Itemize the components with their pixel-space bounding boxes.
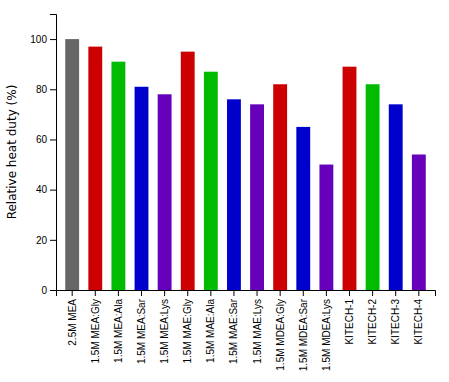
bar [135, 87, 149, 290]
tick-label: 1.5M MDEA:Sar [298, 298, 309, 371]
tick-label: 1.5M MEA:Gly [90, 299, 101, 363]
tick-label: 20 [36, 235, 48, 246]
bar [65, 39, 79, 290]
tick-mark [50, 240, 56, 241]
tick-label: 1.5M MAE:Ala [205, 299, 216, 363]
bar [158, 94, 172, 290]
bar [389, 104, 403, 290]
tick-label: 1.5M MEA:Ala [113, 299, 124, 363]
tick: KITECH-3 [390, 290, 401, 345]
tick: 40 [36, 184, 56, 195]
tick-mark [50, 139, 56, 140]
tick: 80 [36, 84, 56, 95]
tick-label: KITECH-4 [413, 299, 424, 345]
tick: 1.5M MAE:Lys [252, 290, 263, 364]
bars [65, 39, 426, 290]
tick-mark [303, 290, 304, 296]
tick-label: 2.5M MEA [67, 299, 78, 346]
tick: KITECH-2 [367, 290, 378, 345]
bar [204, 72, 218, 290]
bar [111, 62, 125, 290]
tick: 1.5M MDEA:Sar [298, 290, 309, 371]
y-axis-title: Relative heat duty (%) [5, 85, 19, 220]
tick-label: 1.5M MAE:Gly [182, 299, 193, 363]
tick-mark [72, 290, 73, 296]
tick-mark [395, 290, 396, 296]
x-axis: 2.5M MEA 1.5M MEA:Gly 1.5M MEA:Ala 1.5M MEA… [57, 290, 436, 371]
tick-mark [418, 290, 419, 296]
tick-label: KITECH-1 [344, 299, 355, 345]
bar [88, 47, 102, 290]
tick-label: 0 [41, 285, 47, 296]
bar [181, 52, 195, 290]
bar [250, 104, 264, 290]
tick-label: 1.5M MDEA:Gly [275, 299, 286, 371]
tick: 1.5M MEA:Lys [159, 290, 170, 364]
tick: 1.5M MAE:Gly [182, 290, 193, 363]
tick-label: 1.5M MAE:Lys [252, 299, 263, 364]
tick: 1.5M MDEA:Lys [321, 290, 332, 371]
tick-mark [233, 290, 234, 296]
tick-label: 80 [36, 84, 48, 95]
tick: 2.5M MEA [67, 290, 78, 346]
tick: 1.5M MDEA:Gly [275, 290, 286, 371]
tick-mark [326, 290, 327, 296]
bar [319, 165, 333, 290]
tick-label: 1.5M MAE:Sar [228, 298, 239, 364]
tick: 1.5M MEA:Ala [113, 290, 124, 363]
tick-mark [95, 290, 96, 296]
tick-mark [50, 290, 56, 291]
tick-mark [187, 290, 188, 296]
tick: 0 [41, 285, 56, 296]
axis-line [50, 15, 57, 291]
tick-mark [164, 290, 165, 296]
bar [296, 127, 310, 290]
tick-mark [50, 39, 56, 40]
tick-label: 100 [30, 34, 47, 45]
tick: 1.5M MEA:Sar [136, 290, 147, 364]
tick-label: 1.5M MEA:Lys [159, 299, 170, 364]
tick: 100 [30, 34, 56, 45]
tick-mark [50, 89, 56, 90]
tick-mark [210, 290, 211, 296]
tick: 1.5M MAE:Ala [205, 290, 216, 363]
tick: KITECH-4 [413, 290, 424, 345]
tick-mark [118, 290, 119, 296]
tick-label: 60 [36, 134, 48, 145]
tick-label: 1.5M MDEA:Lys [321, 299, 332, 371]
bar [412, 155, 426, 290]
chart: 0 20 40 60 80 100 2.5M MEA 1.5M MEA:Gly 1.5M MEA… [0, 0, 449, 382]
axis-line [57, 291, 436, 297]
tick: 1.5M MAE:Sar [228, 290, 239, 364]
tick: 1.5M MEA:Gly [90, 290, 101, 363]
tick-label: 40 [36, 184, 48, 195]
tick-mark [280, 290, 281, 296]
tick: 20 [36, 235, 56, 246]
tick: 60 [36, 134, 56, 145]
plot: 0 20 40 60 80 100 2.5M MEA 1.5M MEA:Gly 1.5M MEA… [5, 15, 436, 372]
bar [273, 84, 287, 290]
tick: KITECH-1 [344, 290, 355, 345]
bar [227, 99, 241, 290]
y-axis: 0 20 40 60 80 100 [30, 15, 56, 296]
tick-mark [257, 290, 258, 296]
tick-label: KITECH-2 [367, 299, 378, 345]
tick-mark [50, 190, 56, 191]
bar [366, 84, 380, 290]
tick-mark [141, 290, 142, 296]
tick-mark [349, 290, 350, 296]
bar [343, 67, 357, 290]
tick-mark [372, 290, 373, 296]
tick-label: KITECH-3 [390, 299, 401, 345]
tick-label: 1.5M MEA:Sar [136, 298, 147, 364]
